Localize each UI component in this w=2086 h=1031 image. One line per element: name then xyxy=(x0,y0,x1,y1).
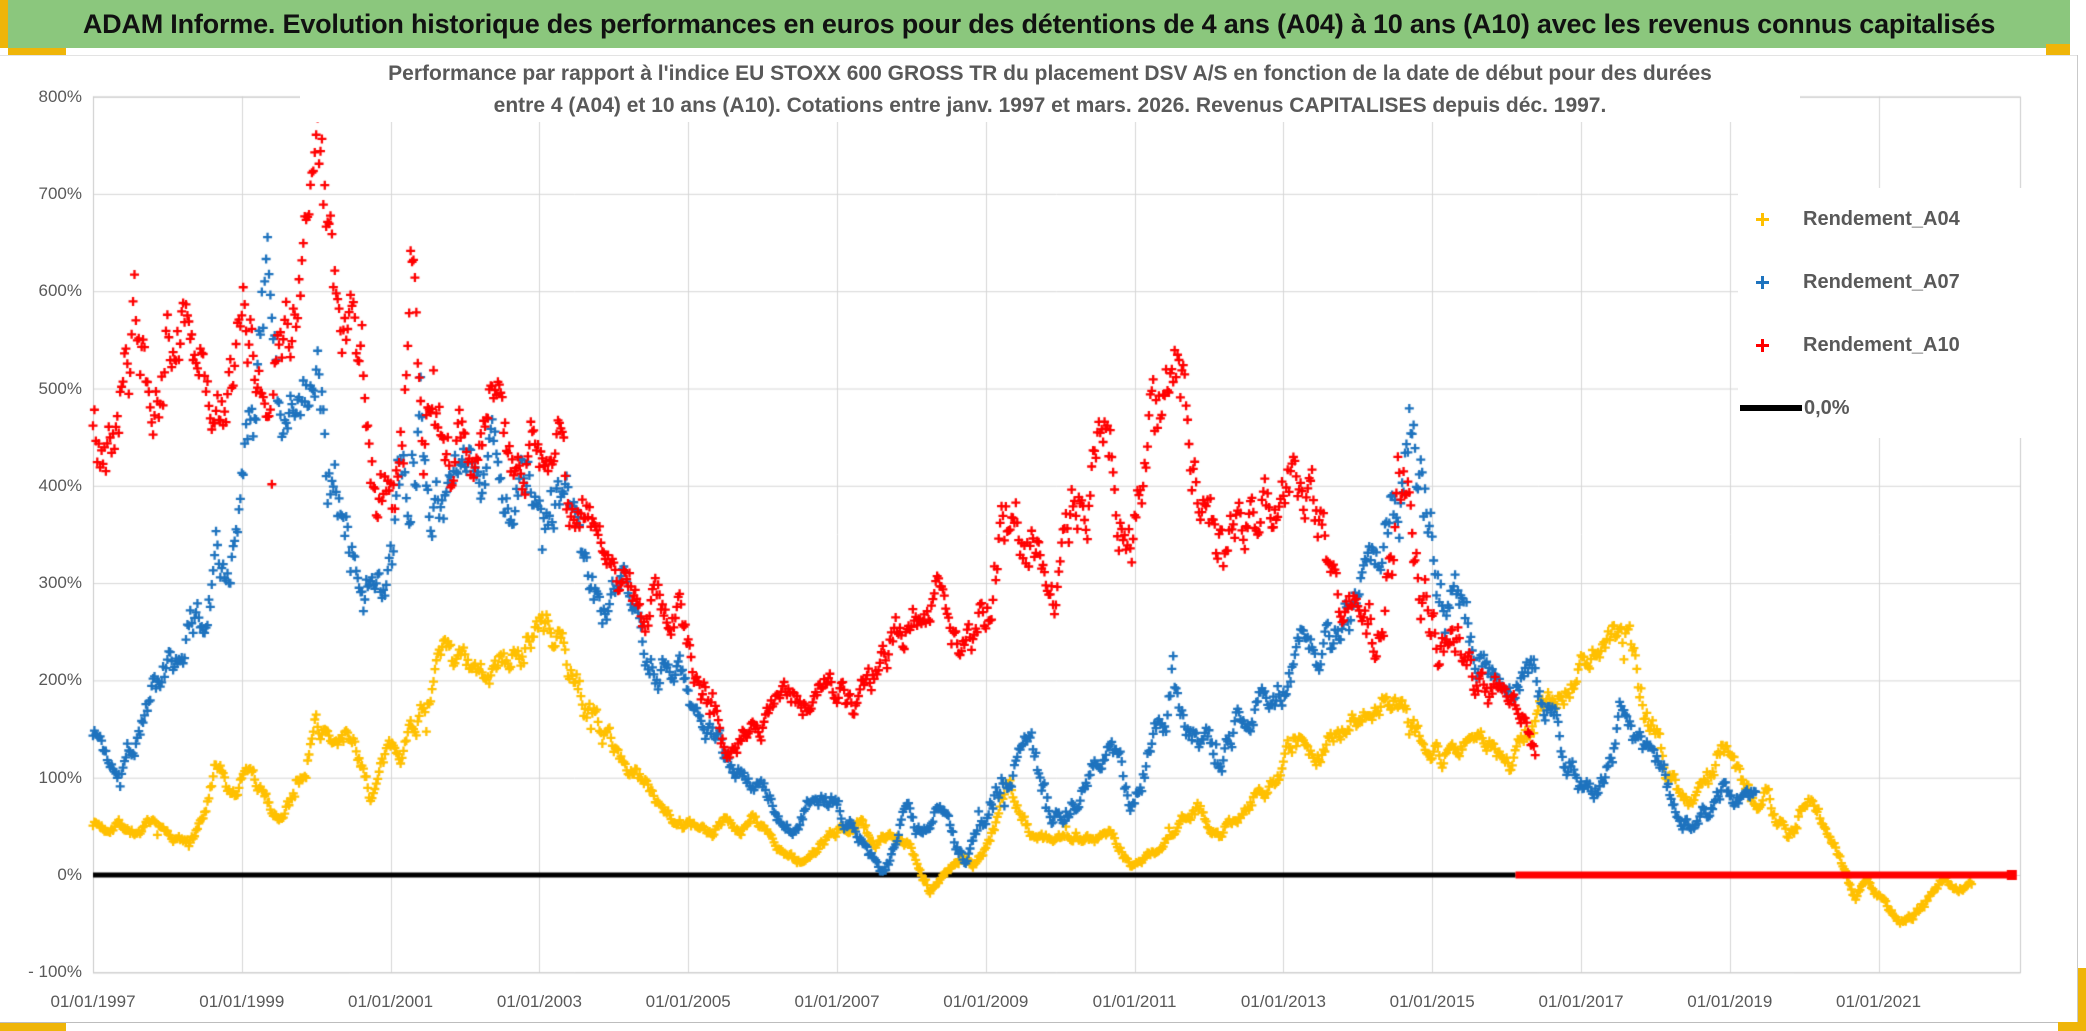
gold-accent-right-edge xyxy=(2077,968,2086,1031)
chart-legend: Rendement_A04 Rendement_A07 Rendement_A1… xyxy=(1738,188,2026,438)
legend-item-rendement-a04[interactable]: Rendement_A04 xyxy=(1738,204,2026,234)
x-tick-label: 01/01/2013 xyxy=(1240,992,1326,1011)
y-tick-label: 200% xyxy=(38,670,82,690)
x-tick-label: 01/01/2015 xyxy=(1389,992,1475,1011)
x-tick-label: 01/01/2009 xyxy=(943,992,1029,1011)
legend-label-a07: Rendement_A07 xyxy=(1803,270,1960,293)
x-tick-label: 01/01/2003 xyxy=(496,992,582,1011)
gold-accent-bottom-right xyxy=(2058,1022,2086,1031)
plus-marker-a07-icon xyxy=(1756,275,1769,289)
legend-item-rendement-a07[interactable]: Rendement_A07 xyxy=(1738,267,2026,297)
x-tick-label: 01/01/1999 xyxy=(199,992,285,1011)
x-tick-label: 01/01/2017 xyxy=(1538,992,1624,1011)
y-tick-label: 300% xyxy=(38,573,82,593)
right-border xyxy=(2077,55,2078,1022)
chart-title: Performance par rapport à l'indice EU ST… xyxy=(300,58,1800,122)
chart-title-line2: entre 4 (A04) et 10 ans (A10). Cotations… xyxy=(493,94,1607,117)
x-tick-label: 01/01/2001 xyxy=(348,992,434,1011)
legend-item-rendement-a10[interactable]: Rendement_A10 xyxy=(1738,330,2026,360)
legend-item-zero-line[interactable]: 0,0% xyxy=(1738,393,2026,423)
legend-label-a10: Rendement_A10 xyxy=(1803,333,1960,356)
gold-accent-bottom-left xyxy=(0,1023,66,1031)
y-tick-label: 400% xyxy=(38,475,82,495)
y-tick-label: - 100% xyxy=(28,962,82,982)
x-tick-label: 01/01/2007 xyxy=(794,992,880,1011)
legend-label-zero: 0,0% xyxy=(1804,396,1850,419)
plus-marker-a04-icon xyxy=(1756,212,1769,226)
x-tick-label: 01/01/2011 xyxy=(1092,992,1177,1011)
chart-title-line1: Performance par rapport à l'indice EU ST… xyxy=(388,62,1712,85)
y-tick-label: 0% xyxy=(57,865,82,884)
plus-marker-a10-icon xyxy=(1756,338,1769,352)
bottom-border xyxy=(0,1022,2086,1023)
y-tick-label: 700% xyxy=(38,183,82,203)
x-tick-label: 01/01/2005 xyxy=(645,992,731,1011)
y-tick-label: 600% xyxy=(38,281,82,301)
x-tick-label: 01/01/1997 xyxy=(50,992,136,1011)
y-tick-label: 800% xyxy=(38,86,82,106)
zero-line-marker-icon xyxy=(1740,405,1802,411)
legend-label-a04: Rendement_A04 xyxy=(1803,207,1960,230)
y-tick-label: 100% xyxy=(38,767,82,787)
x-tick-label: 01/01/2021 xyxy=(1836,992,1922,1011)
y-tick-label: 500% xyxy=(38,378,82,398)
x-tick-label: 01/01/2019 xyxy=(1687,992,1773,1011)
